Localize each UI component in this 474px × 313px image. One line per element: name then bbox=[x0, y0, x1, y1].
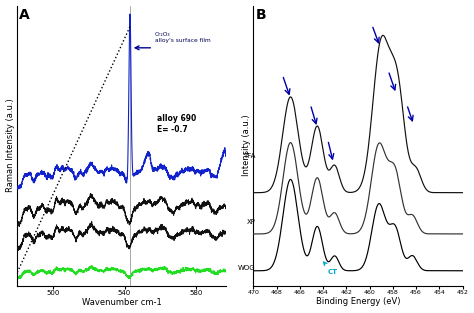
Text: XP: XP bbox=[247, 219, 255, 225]
Text: CT: CT bbox=[324, 262, 337, 275]
Text: B: B bbox=[255, 8, 266, 22]
Text: Cr₂O₃
alloy's surface film: Cr₂O₃ alloy's surface film bbox=[155, 32, 211, 43]
Text: WOG: WOG bbox=[238, 265, 255, 271]
X-axis label: Binding Energy (eV): Binding Energy (eV) bbox=[316, 297, 400, 306]
Y-axis label: Raman Intensity (a.u.): Raman Intensity (a.u.) bbox=[6, 99, 15, 192]
X-axis label: Wavenumber cm-1: Wavenumber cm-1 bbox=[82, 298, 162, 307]
Text: alloy 690
E= -0.7: alloy 690 E= -0.7 bbox=[157, 114, 196, 135]
Text: A: A bbox=[19, 8, 30, 22]
Text: TFA: TFA bbox=[243, 153, 255, 159]
Y-axis label: Intensity (a.u.): Intensity (a.u.) bbox=[242, 115, 251, 176]
